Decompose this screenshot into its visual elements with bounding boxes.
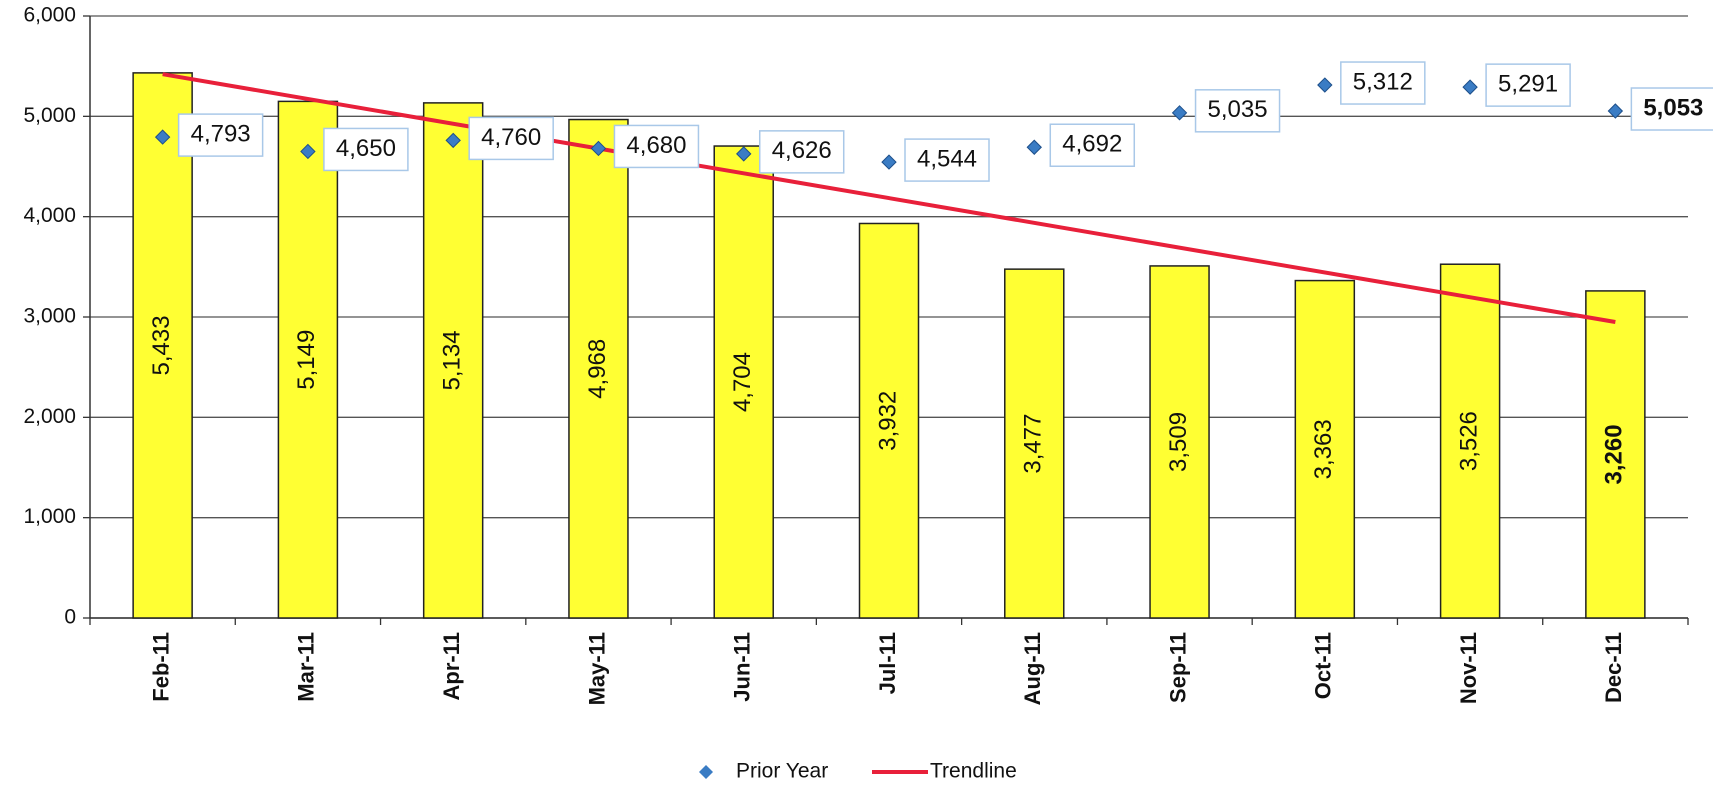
prior-year-label: 4,626 [772,137,832,164]
y-tick-label: 1,000 [23,505,76,528]
bar [858,222,920,619]
bar [1149,265,1210,619]
y-tick-label: 3,000 [23,305,76,328]
x-tick-label: Aug-11 [1020,632,1045,705]
legend-label: Prior Year [736,760,828,783]
bar-value-label: 5,149 [293,330,320,390]
prior-year-label: 4,692 [1062,131,1122,158]
prior-year-label: 4,544 [917,145,977,172]
x-tick-label: Jul-11 [875,632,900,694]
y-tick-label: 0 [64,606,76,629]
bar [713,145,774,619]
prior-year-marker [445,132,461,149]
bar [277,100,339,619]
bar-value-label: 4,968 [584,339,611,399]
prior-year-marker [154,129,171,145]
y-tick-label: 2,000 [23,405,76,428]
bar-value-label: 5,134 [439,330,466,390]
prior-year-label: 4,793 [191,120,251,147]
prior-year-marker [881,154,897,170]
prior-year-label: 5,312 [1353,68,1413,95]
x-tick-label: May-11 [584,632,609,705]
data-label-box [323,127,409,172]
bar-value-label: 3,363 [1310,419,1337,479]
bar-value-label: 3,477 [1020,414,1047,474]
bar [568,118,629,619]
data-label-box [1194,89,1281,133]
bar [422,102,484,619]
prior-year-label: 4,650 [336,135,396,162]
bar [132,72,193,619]
prior-year-label: 5,291 [1498,70,1558,97]
data-label-box [613,124,700,169]
data-label-box [468,116,554,161]
x-tick-label: Jun-11 [730,632,755,702]
prior-year-label: 5,053 [1643,94,1703,121]
data-label-box [1340,61,1426,105]
prior-year-marker [1317,77,1333,93]
x-tick-label: Sep-11 [1165,632,1190,703]
prior-year-marker [1462,79,1478,95]
prior-year-marker [1171,105,1188,121]
prior-year-marker [590,140,607,157]
bar [1294,279,1356,619]
data-label-box [1485,63,1571,107]
bar-value-label: 5,433 [148,315,175,375]
bar-value-label: 3,509 [1165,412,1192,472]
data-label-box [904,138,990,182]
y-tick-label: 4,000 [23,204,76,227]
bar [1439,263,1501,619]
data-label-box [1049,123,1136,167]
prior-year-label: 5,035 [1208,96,1268,123]
x-tick-label: Oct-11 [1311,632,1336,699]
legend-label: Trendline [930,760,1017,783]
x-tick-label: Nov-11 [1456,632,1481,704]
prior-year-marker [1026,139,1042,155]
bar [1004,268,1065,619]
bar-value-label: 4,704 [729,352,756,412]
prior-year-label: 4,680 [626,132,686,159]
x-tick-label: Dec-11 [1601,632,1626,703]
trendline [162,72,1616,324]
x-tick-label: Feb-11 [148,632,173,702]
y-tick-label: 6,000 [23,4,76,27]
data-label-box [177,113,264,157]
prior-year-marker [1607,103,1624,119]
bar-value-label: 3,932 [874,391,901,451]
x-tick-label: Mar-11 [294,632,319,702]
bar [1585,290,1646,619]
legend-marker [699,765,713,779]
prior-year-label: 4,760 [481,124,541,151]
y-tick-label: 5,000 [23,104,76,127]
data-label-box [1630,87,1713,131]
bar-value-label: 3,526 [1455,411,1482,471]
prior-year-marker [300,143,316,160]
prior-year-marker [736,146,752,162]
bar-value-label: 3,260 [1601,424,1628,484]
x-tick-label: Apr-11 [439,632,464,700]
data-label-box [758,130,845,174]
